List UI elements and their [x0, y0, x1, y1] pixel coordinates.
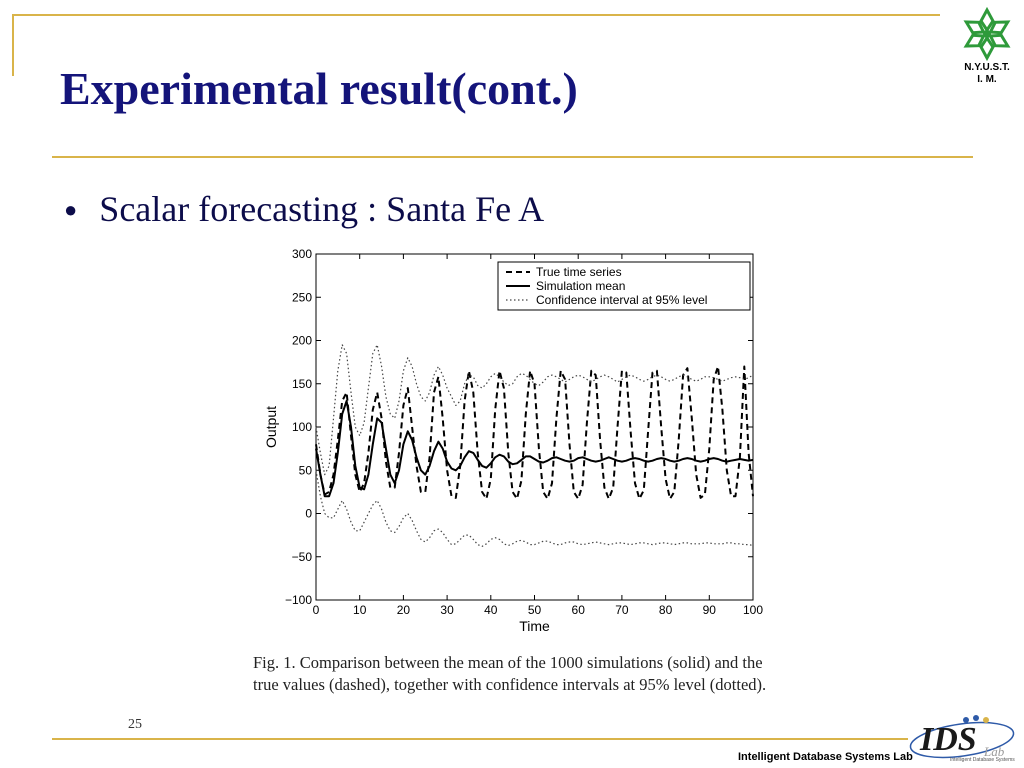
- y-tick-label: −100: [285, 593, 312, 607]
- logo-caption-line2: I. M.: [977, 74, 997, 85]
- series-line-simulation-mean: [315, 400, 754, 498]
- ids-logo-subtext: Intelligent Database Systems: [950, 757, 1015, 763]
- y-tick-label: 100: [292, 420, 312, 434]
- y-tick-label: 250: [292, 290, 312, 304]
- y-axis-label: Output: [263, 406, 279, 448]
- ids-orbit-icon: [909, 721, 1015, 759]
- x-tick-label: 10: [353, 603, 367, 617]
- ids-logo-text: IDS: [919, 721, 977, 758]
- figure-caption: Fig. 1. Comparison between the mean of t…: [253, 653, 767, 694]
- series-line-true-series: [315, 365, 754, 500]
- legend-box: [497, 261, 751, 311]
- bullet-text: Scalar forecasting : Santa Fe A: [99, 189, 545, 229]
- x-tick-label: 70: [615, 603, 629, 617]
- ids-dot-icon: [963, 717, 969, 723]
- x-tick-label: 100: [743, 603, 763, 617]
- title-divider: [52, 156, 973, 158]
- x-tick-label: 80: [659, 603, 673, 617]
- ids-logo-suffix: Lab: [983, 744, 1005, 759]
- series-line-ci-lower: [315, 470, 754, 547]
- x-tick-label: 20: [397, 603, 411, 617]
- page-title: Experimental result(cont.): [60, 63, 578, 114]
- x-tick-label: 30: [440, 603, 454, 617]
- frame-left-rule: [12, 14, 14, 76]
- page-number: 25: [128, 717, 142, 732]
- y-tick-label: 50: [299, 463, 313, 477]
- ids-dot-icon: [973, 715, 979, 721]
- footer-divider: [52, 738, 908, 740]
- ids-lab-logo: IDS Lab Intelligent Database Systems: [909, 715, 1015, 763]
- legend-label: True time series: [536, 265, 622, 279]
- y-tick-label: 0: [305, 507, 312, 521]
- x-tick-label: 60: [572, 603, 586, 617]
- lab-label: Intelligent Database Systems Lab: [738, 751, 913, 763]
- logo-caption-line1: N.Y.U.S.T.: [964, 62, 1010, 73]
- x-tick-label: 40: [484, 603, 498, 617]
- series-line-ci-upper: [315, 344, 754, 476]
- x-axis-label: Time: [519, 618, 550, 634]
- y-tick-label: 200: [292, 334, 312, 348]
- bullet-dot-icon: ●: [64, 196, 78, 222]
- logo-caption: N.Y.U.S.T. I. M.: [952, 62, 1022, 86]
- legend-label: Simulation mean: [536, 279, 625, 293]
- nyust-emblem-icon: [961, 6, 1013, 60]
- frame-top-rule: [12, 14, 940, 16]
- y-tick-label: 300: [292, 247, 312, 261]
- y-tick-label: 150: [292, 377, 312, 391]
- legend-label: Confidence interval at 95% level: [536, 293, 707, 307]
- forecast-line-chart: 0 10 20 30 40 50 60 70 80 90 100 −100 −50 0 50 100 150 20…: [263, 247, 763, 634]
- ids-dot-icon: [983, 717, 989, 723]
- bullet-item: ● Scalar forecasting : Santa Fe A: [64, 188, 544, 230]
- x-tick-label: 90: [703, 603, 717, 617]
- x-tick-label: 0: [313, 603, 320, 617]
- nyust-logo: N.Y.U.S.T. I. M.: [952, 4, 1022, 88]
- y-tick-label: −50: [292, 550, 313, 564]
- x-tick-label: 50: [528, 603, 542, 617]
